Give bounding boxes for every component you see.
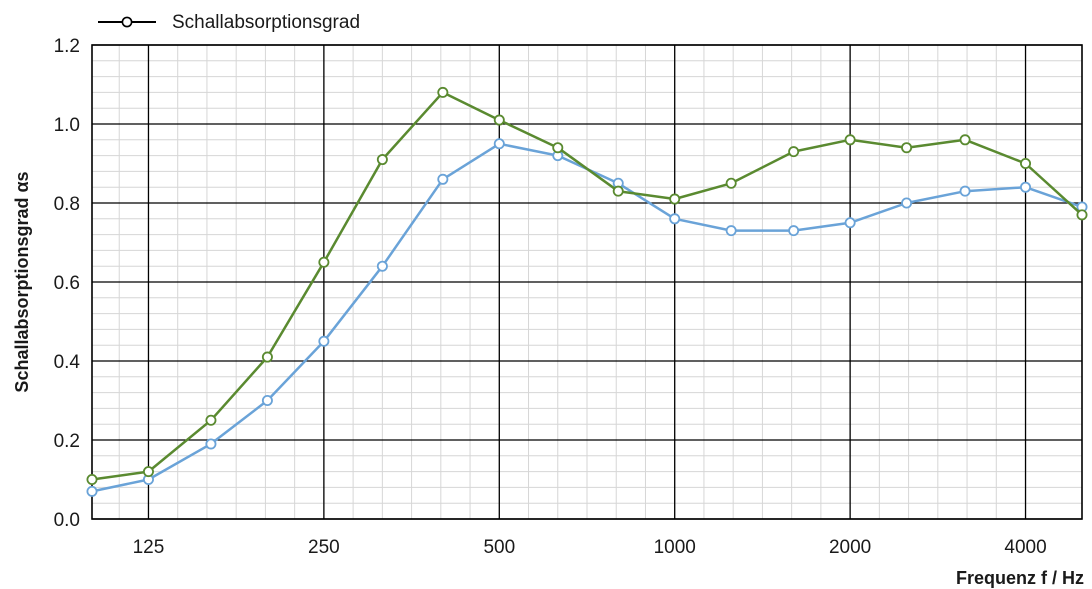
series-0-point: [318, 256, 330, 268]
series-1-point: [318, 335, 330, 347]
legend-point-marker: [121, 16, 133, 28]
series-1-point: [376, 260, 388, 272]
x-tick-label: 125: [133, 537, 165, 558]
series-1-point: [844, 217, 856, 229]
y-axis-title: Schallabsorptionsgrad αs: [12, 171, 32, 392]
y-tick-label: 0.2: [54, 431, 80, 452]
series-0-point: [901, 142, 913, 154]
y-tick-labels: 0.0 0.2 0.4 0.6 0.8 1.0 1.2: [54, 36, 81, 531]
y-tick-label: 0.6: [54, 273, 80, 294]
series-0-point: [493, 114, 505, 126]
series-0-point: [1020, 157, 1032, 169]
series-0-point: [844, 134, 856, 146]
x-tick-label: 1000: [654, 537, 696, 558]
y-tick-label: 1.2: [54, 36, 80, 57]
y-tick-label: 0.0: [54, 510, 80, 531]
series-0-point: [142, 466, 154, 478]
series-1-point: [261, 394, 273, 406]
series-0-point: [552, 142, 564, 154]
series-0-point: [1076, 209, 1088, 221]
legend: Schallabsorptionsgrad: [98, 12, 360, 33]
series-0-point: [725, 177, 737, 189]
series-0-point: [205, 414, 217, 426]
series-1-point: [959, 185, 971, 197]
series-1-point: [1020, 181, 1032, 193]
x-tick-label: 500: [483, 537, 515, 558]
series-1-point: [86, 485, 98, 497]
x-axis-title: Frequenz f / Hz: [956, 568, 1084, 588]
series-0-point: [376, 154, 388, 166]
series-1-point: [901, 197, 913, 209]
series-1-point: [725, 225, 737, 237]
y-tick-label: 0.8: [54, 194, 80, 215]
series-layer: [86, 86, 1088, 497]
series-0-point: [86, 473, 98, 485]
y-tick-label: 1.0: [54, 115, 80, 136]
series-0-point: [261, 351, 273, 363]
x-tick-label: 250: [308, 537, 340, 558]
series-1-point: [437, 173, 449, 185]
y-tick-label: 0.4: [54, 352, 81, 373]
x-tick-labels: 125 250 500 1000 2000 4000: [133, 537, 1047, 558]
series-1-point: [205, 438, 217, 450]
series-0-point: [437, 86, 449, 98]
legend-entry-label: Schallabsorptionsgrad: [172, 12, 360, 33]
series-1-point: [788, 225, 800, 237]
series-0-point: [788, 146, 800, 158]
plot-frame: [91, 44, 1083, 520]
series-0-point: [669, 193, 681, 205]
series-1-point: [669, 213, 681, 225]
x-tick-label: 2000: [829, 537, 871, 558]
series-1-point: [493, 138, 505, 150]
series-0-point: [959, 134, 971, 146]
series-line-0: [91, 91, 1083, 481]
series-0-point: [612, 185, 624, 197]
x-tick-label: 4000: [1004, 537, 1046, 558]
